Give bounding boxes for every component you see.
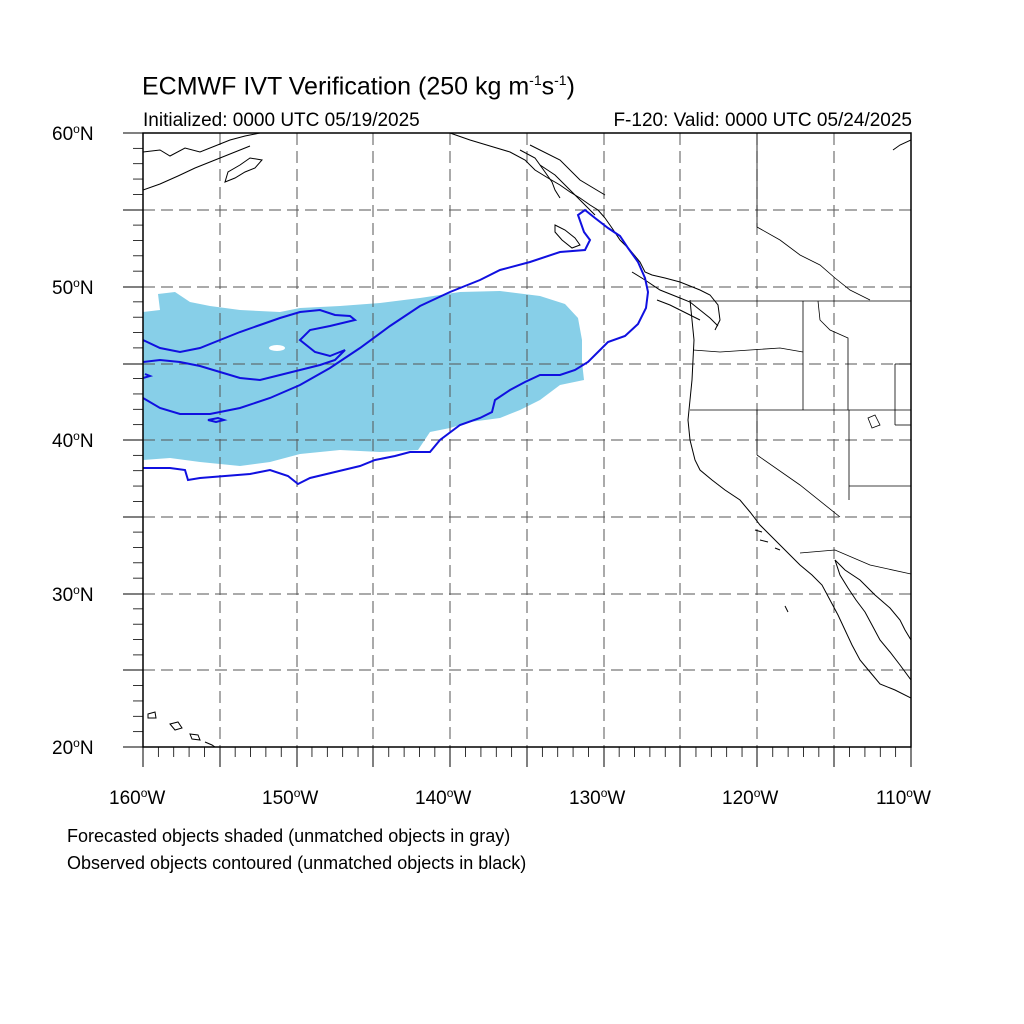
observed-note: Observed objects contoured (unmatched ob…: [67, 853, 527, 873]
observed-ar-contour: [143, 208, 650, 486]
observed-inner-contour: [143, 308, 358, 382]
observed-contours: [143, 208, 650, 486]
lon-label-150w: 150oW: [262, 786, 319, 809]
lat-label-30n: 30oN: [52, 583, 94, 606]
lat-label-50n: 50oN: [52, 276, 94, 299]
lat-label-60n: 60oN: [52, 122, 94, 145]
grid-lines: [143, 133, 911, 747]
lon-label-110w: 110oW: [876, 786, 931, 809]
forecast-note: Forecasted objects shaded (unmatched obj…: [67, 826, 511, 846]
map-title: ECMWF IVT Verification (250 kg m-1s-1): [142, 72, 575, 101]
initialized-time: Initialized: 0000 UTC 05/19/2025: [143, 110, 420, 131]
coastlines: [143, 133, 911, 747]
observed-small-contour: [207, 416, 228, 424]
lon-label-120w: 120oW: [722, 786, 779, 809]
lon-label-160w: 160oW: [109, 786, 166, 809]
lat-label-40n: 40oN: [52, 429, 94, 452]
lat-label-20n: 20oN: [52, 736, 94, 759]
minor-ticks: [133, 147, 897, 757]
lon-label-130w: 130oW: [569, 786, 626, 809]
forecast-ivt-object: [143, 291, 584, 466]
forecast-hole: [269, 345, 285, 351]
state-borders: [690, 133, 911, 575]
valid-time: F-120: Valid: 0000 UTC 05/24/2025: [613, 110, 912, 131]
observed-island-contour: [143, 373, 154, 379]
lon-label-140w: 140oW: [415, 786, 472, 809]
axis-ticks: [123, 132, 912, 767]
